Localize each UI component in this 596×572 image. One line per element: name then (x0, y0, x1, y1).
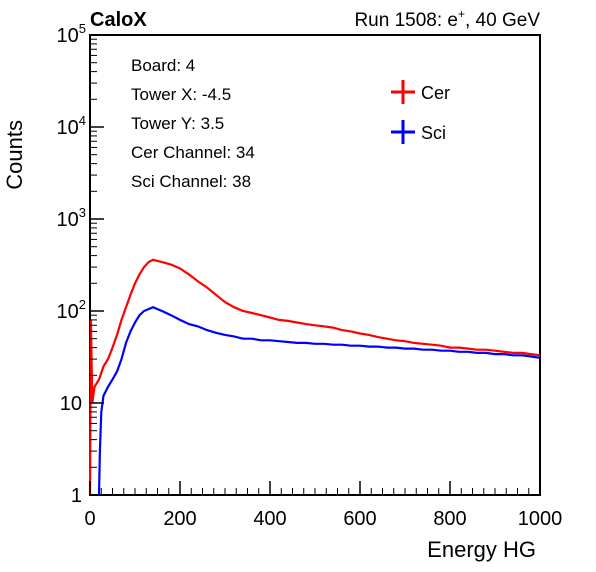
series-line-cer (88, 258, 541, 496)
y-tick-label: 105 (57, 21, 86, 47)
x-tick-label: 600 (343, 508, 376, 530)
y-axis-ticks: 1 10 102 103 104 105 (57, 21, 104, 507)
x-axis-label: Energy HG (427, 537, 536, 562)
x-tick-label: 0 (84, 508, 95, 530)
y-tick-label: 104 (57, 113, 86, 139)
y-axis-label: Counts (2, 120, 27, 190)
x-tick-label: 400 (253, 508, 286, 530)
info-line: Board: 4 (131, 56, 195, 75)
info-line: Tower X: -4.5 (131, 85, 231, 104)
legend-label: Sci (421, 123, 446, 143)
y-tick-label: 1 (71, 485, 82, 507)
run-info: Run 1508: e+, 40 GeV (354, 7, 540, 31)
x-tick-label: 200 (163, 508, 196, 530)
series-layer (88, 258, 541, 496)
x-tick-label: 1000 (518, 508, 563, 530)
legend: Cer Sci (391, 80, 450, 144)
y-tick-label: 10 (60, 393, 82, 415)
experiment-label: CaloX (90, 9, 147, 31)
series-line-sci (97, 306, 541, 496)
x-tick-label: 800 (433, 508, 466, 530)
info-line: Cer Channel: 34 (131, 143, 255, 162)
info-box (120, 45, 358, 200)
x-axis-ticks: 0 200 400 600 800 1000 (84, 481, 562, 530)
info-line: Tower Y: 3.5 (131, 114, 224, 133)
info-line: Sci Channel: 38 (131, 172, 251, 191)
y-tick-label: 102 (57, 297, 86, 323)
info-lines: Board: 4 Tower X: -4.5 Tower Y: 3.5 Cer Cha… (131, 56, 255, 191)
legend-label: Cer (421, 83, 450, 103)
y-tick-label: 103 (57, 205, 86, 231)
